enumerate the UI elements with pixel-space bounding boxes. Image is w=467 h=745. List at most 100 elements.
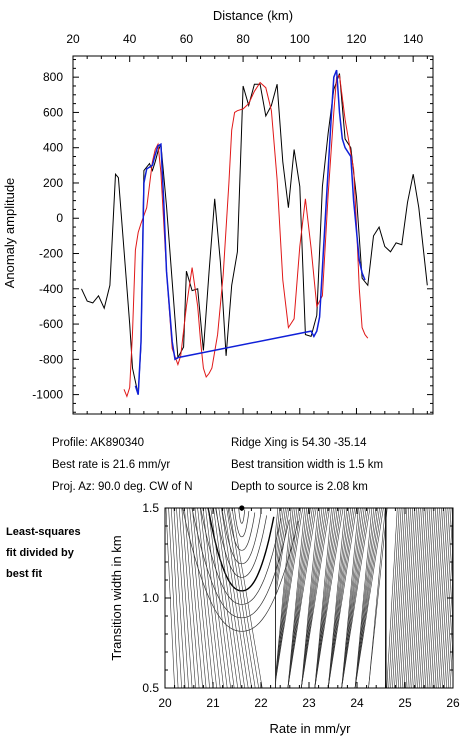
contour-line-far-right	[407, 507, 419, 689]
y-tick-label: 400	[43, 141, 63, 155]
y-tick-label: -800	[39, 352, 63, 366]
contour-line-far-right	[434, 507, 446, 689]
contour-line-left	[173, 507, 186, 689]
contour-line-right	[327, 507, 352, 689]
contour-line-right	[314, 507, 344, 689]
y-tick-label: -600	[39, 317, 63, 331]
contour-line-left	[194, 507, 214, 689]
contour-line-far-right	[415, 507, 427, 689]
y-tick-label: 600	[43, 105, 63, 119]
contour-line-left	[189, 507, 207, 689]
rate-tick-label: 20	[158, 696, 172, 710]
contour-line-far-right	[403, 507, 415, 689]
contour-bowl	[238, 507, 246, 524]
contour-line-far-right	[417, 507, 429, 689]
x-tick-label: 120	[346, 32, 366, 46]
contour-line-far-right	[440, 507, 452, 689]
contour-line-far-right	[390, 507, 402, 689]
contour-line-left	[223, 507, 252, 689]
fit-anomaly-line	[134, 69, 366, 395]
contour-line-far-right	[401, 507, 413, 689]
contour-line-right	[287, 507, 305, 689]
contour-x-axis-title: Rate in mm/yr	[270, 721, 352, 736]
contour-line-right	[354, 507, 376, 689]
contour-line-right	[327, 507, 348, 689]
contour-line-far-right	[394, 507, 406, 689]
depth-label: Depth to source is 2.08 km	[231, 481, 368, 493]
contour-line-right	[275, 507, 290, 688]
contour-line-left	[205, 507, 228, 689]
y-axis-title: Anomaly amplitude	[2, 178, 17, 289]
contour-line-right	[301, 507, 330, 689]
misfit-contour-chart: 20 21 22 23 24 25 26 1.5 1.0 0.5 Rate in mm/yr Tr…	[109, 501, 460, 736]
contour-line-far-right	[392, 507, 404, 689]
contour-ticks: 20 21 22 23 24 25 26 1.5 1.0 0.5	[142, 501, 460, 710]
contour-line-far-right	[413, 507, 425, 689]
contour-line-left	[218, 507, 245, 689]
x-tick-label: 60	[180, 32, 194, 46]
contour-line-right	[301, 507, 327, 689]
anomaly-chart: 20 40 60 80 100 120 140 800 600 400 200 0 -200 -400 -6…	[2, 8, 434, 415]
contour-line-left	[210, 507, 235, 689]
width-tick-label: 0.5	[142, 681, 159, 695]
ridge-xing-label: Ridge Xing is 54.30 -35.14	[231, 437, 367, 449]
contour-line-left	[168, 507, 179, 689]
contour-line-left	[229, 507, 259, 689]
contour-line-left	[207, 507, 231, 689]
contour-bowl	[221, 507, 262, 565]
contour-line-far-right	[432, 507, 444, 689]
anomaly-series	[81, 69, 428, 398]
contour-line-right	[301, 507, 319, 689]
y-tick-label: -400	[39, 282, 63, 296]
contour-line-right	[314, 507, 342, 689]
contour-line-left	[197, 507, 217, 689]
width-tick-label: 1.0	[142, 591, 159, 605]
contour-line-right	[275, 507, 302, 689]
rate-tick-label: 23	[302, 696, 316, 710]
y-tick-label: -200	[39, 247, 63, 261]
contour-bowl	[200, 507, 282, 605]
contour-line-far-right	[411, 507, 423, 689]
proj-az-label: Proj. Az: 90.0 deg. CW of N	[52, 481, 193, 493]
contour-line-left	[226, 507, 256, 689]
contour-line-right	[301, 507, 323, 689]
contour-line-left	[181, 507, 196, 689]
contour-line-right	[354, 507, 378, 689]
contour-line-left	[186, 507, 203, 689]
side-note-line-1: Least-squares	[6, 526, 81, 538]
contour-line-right	[275, 507, 294, 688]
y-tick-label: 200	[43, 176, 63, 190]
contour-line-far-right	[426, 507, 438, 689]
contour-line-right	[314, 507, 338, 689]
observed-anomaly-line	[81, 73, 428, 395]
contour-line-right	[314, 507, 332, 689]
contour-line-right	[287, 507, 317, 689]
contour-line-right	[275, 507, 300, 689]
contour-line-left	[170, 507, 182, 689]
contour-line-right	[275, 507, 296, 689]
info-block: Profile: AK890340 Best rate is 21.6 mm/y…	[52, 437, 383, 493]
contour-line-right	[354, 507, 384, 689]
contour-line-right	[341, 507, 371, 689]
anomaly-ticks: 20 40 60 80 100 120 140 800 600 400 200 0 -200 -400 -6…	[32, 32, 433, 414]
contour-line-far-right	[409, 507, 421, 689]
contour-line-right	[314, 507, 334, 689]
contour-bowl	[191, 507, 290, 619]
contour-line-right	[368, 507, 386, 689]
contour-line-right	[341, 507, 365, 689]
contour-line-left	[192, 507, 210, 689]
contour-line-left	[215, 507, 242, 689]
contour-line-right	[275, 507, 304, 689]
anomaly-plot-frame	[72, 55, 434, 415]
contour-bowl	[207, 507, 275, 592]
contour-line-far-right	[399, 507, 412, 689]
contour-line-left	[176, 507, 189, 689]
contour-bowl	[182, 507, 299, 632]
contour-line-far-right	[422, 507, 435, 689]
contour-line-right	[327, 507, 357, 689]
x-tick-label: 20	[66, 32, 80, 46]
contour-line-left	[200, 507, 221, 689]
y-tick-label: -1000	[32, 388, 63, 402]
side-note-line-2: fit divided by	[6, 547, 75, 559]
